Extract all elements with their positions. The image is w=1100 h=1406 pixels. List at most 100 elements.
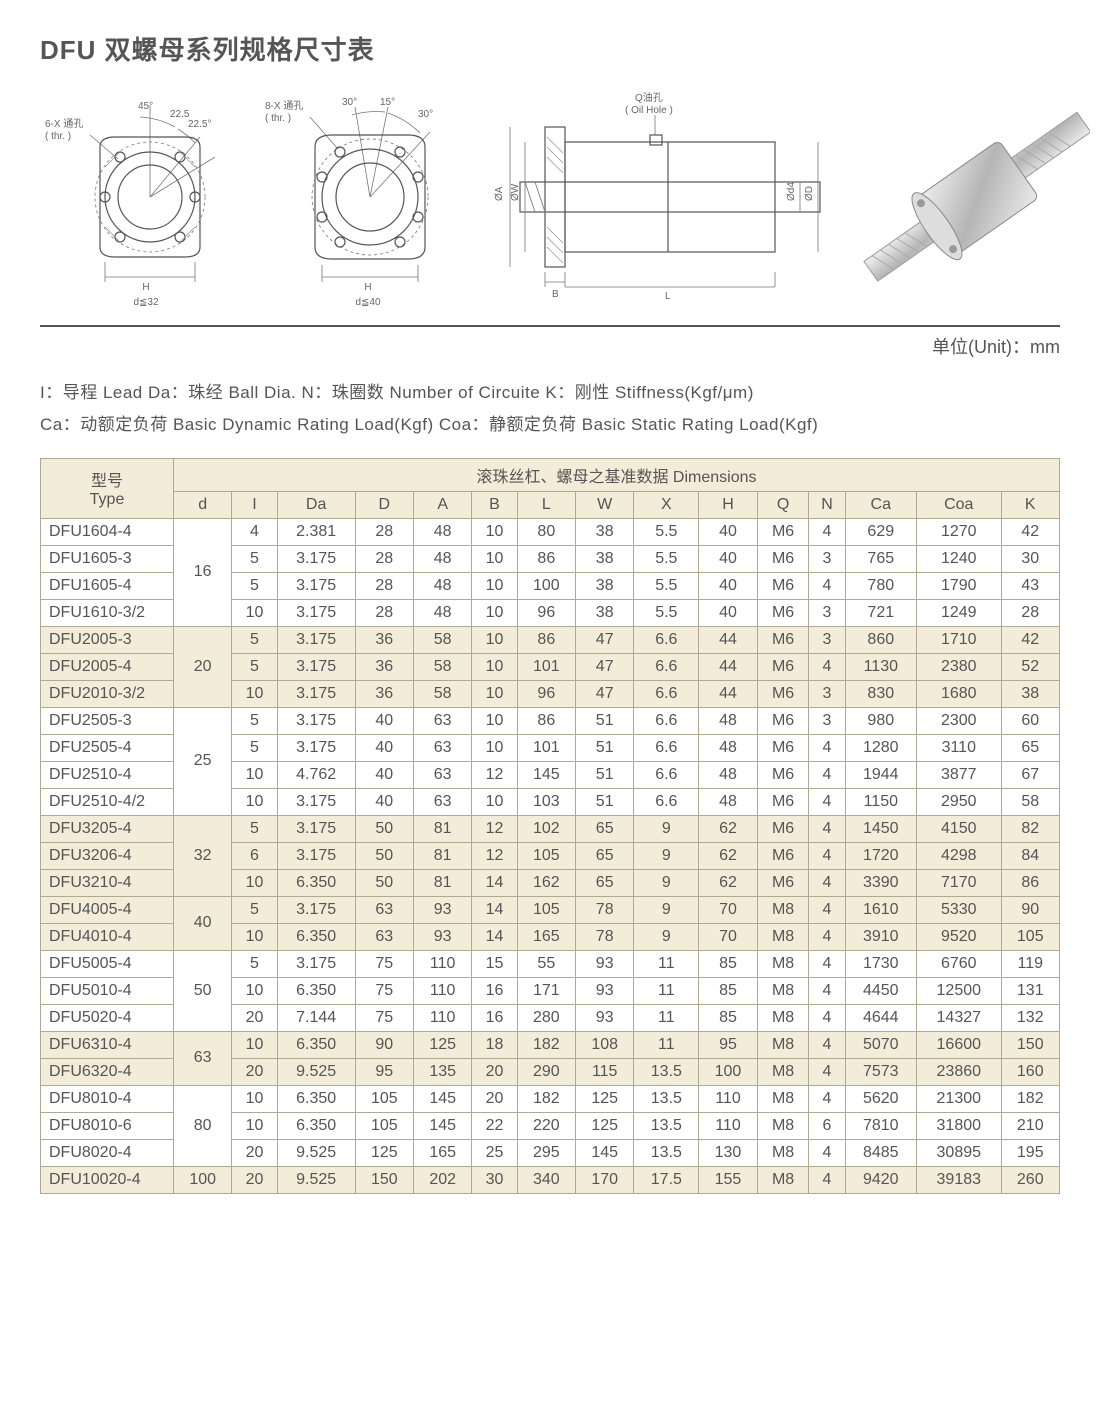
cell-value: 10	[232, 680, 277, 707]
cell-value: M6	[757, 761, 809, 788]
cell-value: 15	[472, 950, 517, 977]
cell-value: 119	[1001, 950, 1059, 977]
cell-value: 5.5	[634, 599, 699, 626]
cell-value: 14	[472, 869, 517, 896]
cell-value: 4	[809, 1031, 845, 1058]
cell-value: 9520	[917, 923, 1002, 950]
cell-value: 1240	[917, 545, 1002, 572]
cell-value: 132	[1001, 1004, 1059, 1031]
cell-value: 9	[634, 923, 699, 950]
cell-value: 145	[576, 1139, 634, 1166]
cell-value: 3	[809, 626, 845, 653]
cell-value: 6.350	[277, 1031, 355, 1058]
cell-value: 6.6	[634, 680, 699, 707]
cell-value: 9	[634, 815, 699, 842]
cell-value: 2380	[917, 653, 1002, 680]
cell-value: 6.350	[277, 869, 355, 896]
cell-value: 36	[355, 680, 413, 707]
cell-value: 4	[809, 734, 845, 761]
cell-type: DFU3205-4	[41, 815, 174, 842]
cell-value: 103	[517, 788, 575, 815]
cell-value: 5.5	[634, 545, 699, 572]
cell-value: 93	[414, 896, 472, 923]
cell-value: 47	[576, 680, 634, 707]
cell-value: 4	[809, 653, 845, 680]
cell-value: 50	[355, 842, 413, 869]
cell-value: M6	[757, 653, 809, 680]
cell-value: 6.6	[634, 653, 699, 680]
cell-value: 3.175	[277, 815, 355, 842]
cell-d: 32	[174, 815, 232, 896]
cell-value: 150	[355, 1166, 413, 1193]
cell-value: 10	[232, 869, 277, 896]
cell-value: 48	[699, 734, 757, 761]
cell-value: 3	[809, 707, 845, 734]
cell-value: 65	[576, 842, 634, 869]
cell-value: 170	[576, 1166, 634, 1193]
cell-value: 16600	[917, 1031, 1002, 1058]
col-d: d	[174, 491, 232, 518]
cell-value: 1790	[917, 572, 1002, 599]
cell-value: 51	[576, 761, 634, 788]
col-I: I	[232, 491, 277, 518]
cell-value: 22	[472, 1112, 517, 1139]
phiA-label: ØA	[494, 186, 505, 201]
phiD-label: ØD	[804, 186, 815, 201]
cell-value: 5	[232, 545, 277, 572]
col-N: N	[809, 491, 845, 518]
cell-value: M6	[757, 734, 809, 761]
cell-value: 52	[1001, 653, 1059, 680]
cell-value: 1150	[845, 788, 916, 815]
cell-value: 12500	[917, 977, 1002, 1004]
cell-value: M8	[757, 1031, 809, 1058]
cell-value: 28	[1001, 599, 1059, 626]
cell-value: 4	[809, 1004, 845, 1031]
cell-value: 12	[472, 761, 517, 788]
cell-d: 16	[174, 518, 232, 626]
cell-value: 6760	[917, 950, 1002, 977]
cell-value: 14	[472, 896, 517, 923]
cell-value: 1270	[917, 518, 1002, 545]
cell-value: 86	[517, 626, 575, 653]
cell-value: 28	[355, 599, 413, 626]
cell-value: M8	[757, 1004, 809, 1031]
cell-value: 81	[414, 815, 472, 842]
cell-value: 1130	[845, 653, 916, 680]
ang30a-label: 30°	[342, 97, 357, 108]
col-A: A	[414, 491, 472, 518]
d32-label: d≦32	[133, 297, 159, 308]
cell-value: 1450	[845, 815, 916, 842]
B-label: B	[552, 289, 559, 300]
cell-value: 101	[517, 653, 575, 680]
cell-value: 7.144	[277, 1004, 355, 1031]
col-L: L	[517, 491, 575, 518]
cell-value: 721	[845, 599, 916, 626]
cell-value: 1720	[845, 842, 916, 869]
cell-value: 3.175	[277, 707, 355, 734]
cell-value: 110	[414, 1004, 472, 1031]
table-row: DFU4005-44053.17563931410578970M84161053…	[41, 896, 1060, 923]
cell-value: 4	[809, 1085, 845, 1112]
cell-value: 5330	[917, 896, 1002, 923]
cell-value: 5	[232, 815, 277, 842]
cell-value: 6	[809, 1112, 845, 1139]
cell-value: 90	[1001, 896, 1059, 923]
table-row: DFU10020-4100209.5251502023034017017.515…	[41, 1166, 1060, 1193]
cell-value: 9.525	[277, 1139, 355, 1166]
cell-type: DFU5005-4	[41, 950, 174, 977]
cell-value: 95	[355, 1058, 413, 1085]
cell-value: M6	[757, 572, 809, 599]
cell-value: 6.350	[277, 1112, 355, 1139]
cell-value: 5	[232, 572, 277, 599]
cell-value: 5.5	[634, 572, 699, 599]
cell-value: 105	[517, 896, 575, 923]
cell-value: 182	[517, 1085, 575, 1112]
cell-value: 5	[232, 653, 277, 680]
cell-value: 4298	[917, 842, 1002, 869]
table-row: DFU8010-480106.3501051452018212513.5110M…	[41, 1085, 1060, 1112]
cell-value: 39183	[917, 1166, 1002, 1193]
cell-value: 13.5	[634, 1085, 699, 1112]
cell-value: 130	[699, 1139, 757, 1166]
cell-value: 43	[1001, 572, 1059, 599]
cell-value: 12	[472, 842, 517, 869]
